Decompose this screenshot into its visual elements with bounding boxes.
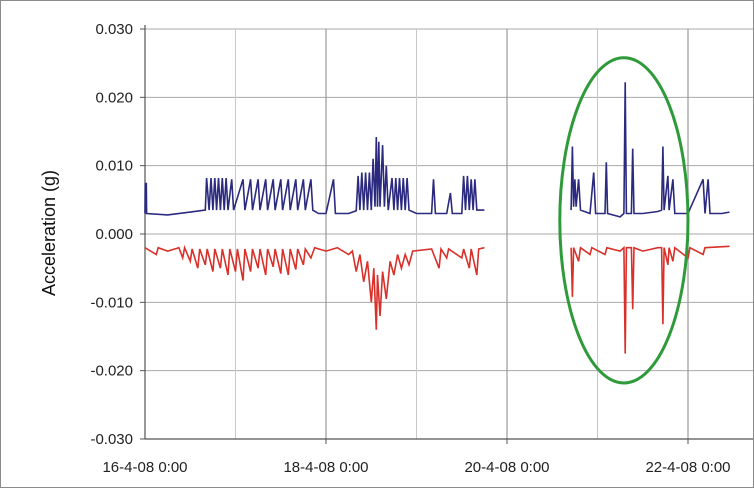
x-tick-label: 22-4-08 0:00 xyxy=(645,459,730,476)
series-line-negative xyxy=(144,244,730,354)
x-tick-labels: 16-4-08 0:00 18-4-08 0:00 20-4-08 0:00 22-4… xyxy=(102,459,730,476)
y-tick-label: -0.030 xyxy=(90,431,133,448)
x-tick-label: 16-4-08 0:00 xyxy=(102,459,187,476)
x-tick-label: 20-4-08 0:00 xyxy=(464,459,549,476)
y-tick-label: 0.000 xyxy=(95,226,133,243)
series-line-positive xyxy=(144,82,730,218)
y-axis-title: Acceleration (g) xyxy=(39,170,59,296)
y-tick-label: -0.010 xyxy=(90,294,133,311)
highlight-ellipse xyxy=(558,56,690,385)
y-tick-label: -0.020 xyxy=(90,363,133,380)
y-tick-labels: 0.030 0.020 0.010 0.000 -0.010 -0.020 -0.030 xyxy=(90,21,133,448)
y-tick-label: 0.020 xyxy=(95,89,133,106)
axes xyxy=(140,25,753,444)
annotation-layer xyxy=(558,56,690,385)
y-tick-label: 0.030 xyxy=(95,21,133,38)
series-layer xyxy=(144,82,730,354)
y-tick-label: 0.010 xyxy=(95,158,133,175)
x-tick-label: 18-4-08 0:00 xyxy=(283,459,368,476)
